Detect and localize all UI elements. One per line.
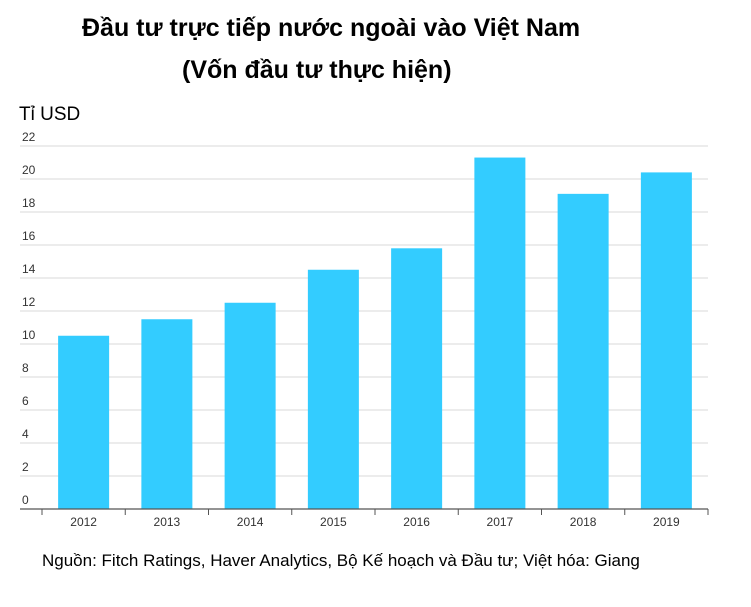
- bar: [640, 172, 692, 509]
- x-tick-label: 2018: [570, 515, 597, 529]
- y-tick-label: 16: [22, 229, 36, 243]
- x-tick-label: 2019: [653, 515, 680, 529]
- bar: [474, 157, 526, 510]
- bar: [224, 302, 276, 509]
- x-tick-label: 2014: [237, 515, 264, 529]
- y-tick-label: 8: [22, 361, 29, 375]
- x-tick-label: 2015: [320, 515, 347, 529]
- y-tick-label: 22: [22, 130, 36, 144]
- y-tick-label: 14: [22, 262, 36, 276]
- x-tick-label: 2016: [403, 515, 430, 529]
- bar: [141, 319, 193, 509]
- y-tick-label: 0: [22, 493, 29, 507]
- x-tick-label: 2013: [154, 515, 181, 529]
- bar: [391, 248, 443, 510]
- chart-subtitle: (Vốn đầu tư thực hiện): [182, 56, 452, 84]
- source-note: Nguồn: Fitch Ratings, Haver Analytics, B…: [42, 551, 640, 570]
- chart-title: Đầu tư trực tiếp nước ngoài vào Việt Nam: [82, 14, 581, 42]
- y-tick-label: 4: [22, 427, 29, 441]
- y-tick-label: 18: [22, 196, 36, 210]
- y-tick-label: 2: [22, 460, 29, 474]
- y-tick-label: 12: [22, 295, 36, 309]
- y-axis-unit-label: Tỉ USD: [19, 104, 81, 125]
- x-tick-label: 2017: [487, 515, 514, 529]
- y-tick-label: 6: [22, 394, 29, 408]
- bar: [307, 269, 359, 509]
- y-tick-label: 20: [22, 163, 36, 177]
- x-tick-label: 2012: [70, 515, 97, 529]
- bar: [58, 335, 110, 509]
- y-tick-label: 10: [22, 328, 36, 342]
- bar: [557, 193, 609, 509]
